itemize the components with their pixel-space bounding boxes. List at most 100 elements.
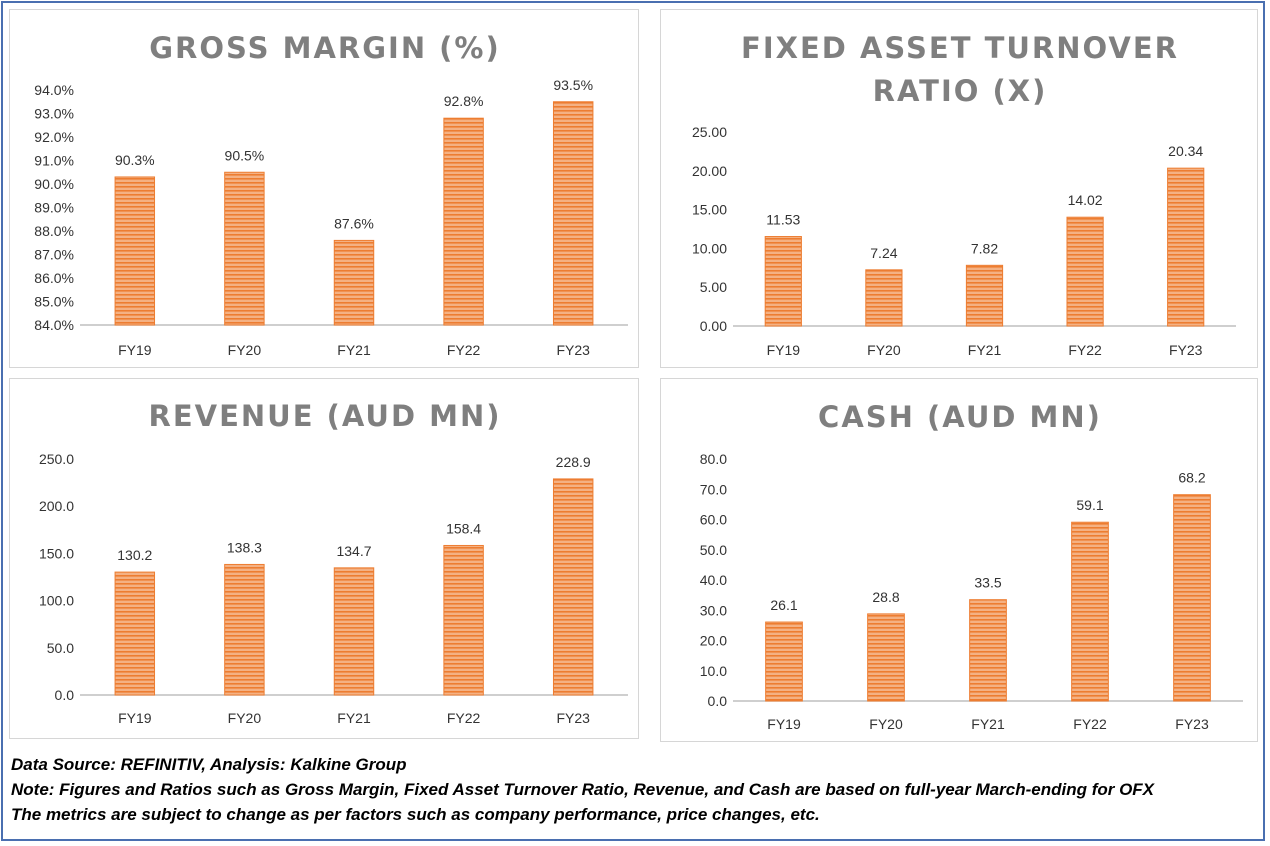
fixed-asset-turnover-chart: FIXED ASSET TURNOVER RATIO (X) 0.00 5.00 10.…	[692, 31, 1236, 358]
cash-ytick-label: 40.0	[700, 572, 727, 588]
revenue-category-label: FY22	[447, 710, 481, 726]
revenue-ytick-label: 150.0	[39, 545, 74, 561]
revenue-ytick-label: 0.0	[55, 687, 75, 703]
revenue-panel: REVENUE (AUD MN) 0.0 50.0 100.0 150.0 200.0 25…	[9, 378, 639, 739]
gross-margin-category-label: FY23	[556, 342, 590, 358]
cash-data-label-fy23: 68.2	[1178, 470, 1205, 486]
fixed-asset-turnover-ytick-label: 15.00	[692, 202, 727, 218]
cash-category-label: FY23	[1175, 716, 1209, 732]
cash-bar-fy23	[1173, 494, 1211, 702]
gross-margin-title-line-1: GROSS MARGIN (%)	[149, 31, 501, 65]
revenue-ytick-label: 250.0	[39, 451, 74, 467]
gross-margin-ytick-label: 93.0%	[34, 106, 74, 122]
cash-data-label-fy19: 26.1	[770, 597, 797, 613]
revenue-bar-fy20	[224, 563, 265, 696]
revenue-data-label-fy22: 158.4	[446, 520, 481, 536]
revenue-bar-fy21	[333, 567, 375, 696]
fixed-asset-turnover-panel: FIXED ASSET TURNOVER RATIO (X) 0.00 5.00 10.…	[660, 9, 1258, 368]
gross-margin-bar-fy20	[224, 171, 265, 326]
gross-margin-category-label: FY20	[228, 342, 262, 358]
fixed-asset-turnover-data-label-fy19: 11.53	[766, 212, 800, 228]
fixed-asset-turnover-category-label: FY23	[1169, 342, 1203, 358]
cash-ytick-label: 10.0	[700, 663, 727, 679]
fixed-asset-turnover-data-label-fy23: 20.34	[1168, 143, 1203, 159]
cash-chart: CASH (AUD MN) 0.0 10.0 20.0 30.0 40.0 50.0 60.0…	[700, 400, 1243, 732]
disclaimer-text: The metrics are subject to change as per…	[11, 805, 820, 824]
fixed-asset-turnover-category-label: FY20	[867, 342, 901, 358]
cash-ytick-label: 50.0	[700, 542, 727, 558]
gross-margin-category-label: FY22	[447, 342, 481, 358]
fixed-asset-turnover-title-line-2: RATIO (X)	[873, 74, 1048, 108]
revenue-bar-fy23	[552, 478, 594, 696]
gross-margin-data-label-fy20: 90.5%	[225, 147, 265, 163]
cash-ytick-label: 0.0	[708, 693, 728, 709]
revenue-ytick-label: 100.0	[39, 593, 74, 609]
fixed-asset-turnover-data-label-fy21: 7.82	[971, 240, 998, 256]
cash-bar-fy20	[867, 613, 905, 702]
fixed-asset-turnover-category-label: FY22	[1068, 342, 1102, 358]
gross-margin-bar-fy22	[443, 117, 484, 326]
fixed-asset-turnover-ytick-label: 25.00	[692, 124, 727, 140]
cash-ytick-label: 70.0	[700, 481, 727, 497]
gross-margin-ytick-label: 85.0%	[34, 294, 74, 310]
cash-bar-fy19	[765, 621, 803, 702]
fixed-asset-turnover-ytick-label: 20.00	[692, 163, 727, 179]
gross-margin-data-label-fy21: 87.6%	[334, 215, 374, 231]
fixed-asset-turnover-bar-fy19	[764, 236, 802, 327]
gross-margin-ytick-label: 88.0%	[34, 223, 74, 239]
gross-margin-ytick-label: 86.0%	[34, 270, 74, 286]
cash-data-label-fy20: 28.8	[872, 589, 899, 605]
gross-margin-bar-fy19	[114, 176, 156, 326]
gross-margin-ytick-label: 91.0%	[34, 153, 74, 169]
revenue-data-label-fy23: 228.9	[556, 454, 591, 470]
revenue-category-label: FY23	[556, 710, 590, 726]
revenue-category-label: FY19	[118, 710, 152, 726]
revenue-bar-fy22	[443, 544, 484, 696]
fixed-asset-turnover-data-label-fy22: 14.02	[1068, 192, 1103, 208]
fixed-asset-turnover-title-line-1: FIXED ASSET TURNOVER	[741, 31, 1179, 65]
gross-margin-category-label: FY21	[337, 342, 371, 358]
cash-panel: CASH (AUD MN) 0.0 10.0 20.0 30.0 40.0 50.0 60.0…	[660, 378, 1258, 742]
gross-margin-ytick-label: 87.0%	[34, 247, 74, 263]
fixed-asset-turnover-data-label-fy20: 7.24	[870, 245, 897, 261]
gross-margin-ytick-label: 84.0%	[34, 317, 74, 333]
gross-margin-bar-fy23	[552, 101, 594, 326]
cash-ytick-label: 20.0	[700, 633, 727, 649]
cash-ytick-label: 60.0	[700, 512, 727, 528]
gross-margin-category-label: FY19	[118, 342, 152, 358]
fixed-asset-turnover-ytick-label: 5.00	[700, 279, 727, 295]
gross-margin-data-label-fy23: 93.5%	[553, 77, 593, 93]
cash-category-label: FY19	[767, 716, 801, 732]
fixed-asset-turnover-bar-fy23	[1167, 167, 1205, 327]
gross-margin-ytick-label: 89.0%	[34, 200, 74, 216]
footer-notes: Data Source: REFINITIV, Analysis: Kalkin…	[11, 752, 1261, 827]
revenue-ytick-label: 50.0	[47, 640, 74, 656]
cash-bar-fy21	[969, 599, 1007, 702]
revenue-bar-fy19	[114, 571, 156, 696]
gross-margin-ytick-label: 92.0%	[34, 129, 74, 145]
revenue-category-label: FY21	[337, 710, 371, 726]
fixed-asset-turnover-bar-fy20	[865, 269, 903, 327]
fixed-asset-turnover-category-label: FY21	[968, 342, 1002, 358]
cash-bar-fy22	[1071, 521, 1109, 702]
data-source-text: Data Source: REFINITIV, Analysis: Kalkin…	[11, 755, 407, 774]
cash-category-label: FY21	[971, 716, 1005, 732]
cash-category-label: FY20	[869, 716, 903, 732]
revenue-chart: REVENUE (AUD MN) 0.0 50.0 100.0 150.0 200.0 25…	[39, 399, 628, 726]
gross-margin-panel: GROSS MARGIN (%) 84.0% 85.0% 86.0% 87.0% 88.0…	[9, 9, 639, 368]
gross-margin-ytick-label: 90.0%	[34, 176, 74, 192]
revenue-title-line-1: REVENUE (AUD MN)	[148, 399, 501, 433]
gross-margin-data-label-fy22: 92.8%	[444, 93, 484, 109]
revenue-data-label-fy20: 138.3	[227, 539, 262, 555]
revenue-category-label: FY20	[228, 710, 262, 726]
gross-margin-data-label-fy19: 90.3%	[115, 152, 155, 168]
gross-margin-ytick-label: 94.0%	[34, 82, 74, 98]
cash-title-line-1: CASH (AUD MN)	[818, 400, 1102, 434]
revenue-data-label-fy21: 134.7	[336, 543, 371, 559]
cash-ytick-label: 80.0	[700, 451, 727, 467]
fixed-asset-turnover-category-label: FY19	[767, 342, 801, 358]
cash-category-label: FY22	[1073, 716, 1107, 732]
fixed-asset-turnover-ytick-label: 10.00	[692, 240, 727, 256]
cash-data-label-fy21: 33.5	[974, 575, 1001, 591]
